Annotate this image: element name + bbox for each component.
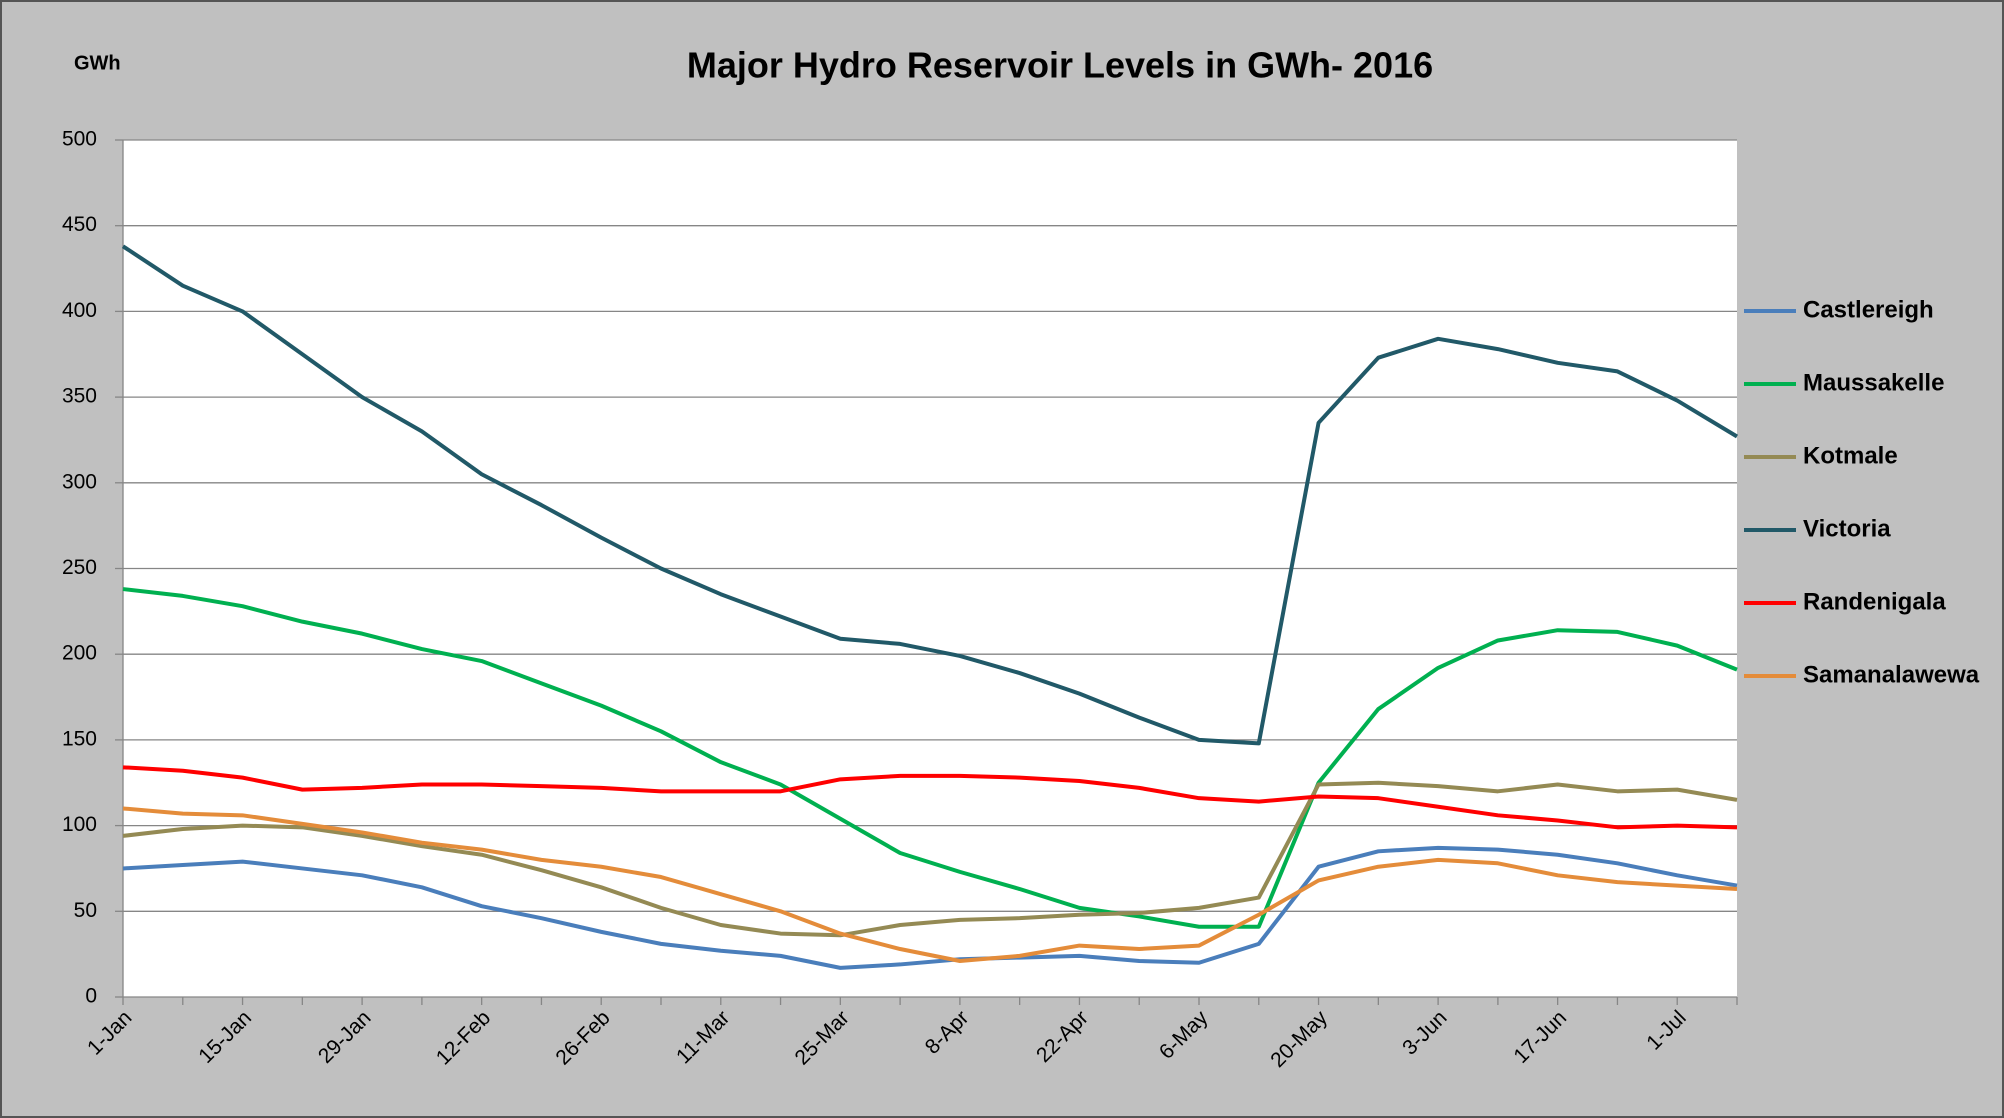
y-tick-label: 400: [62, 299, 97, 322]
series-line: [122, 587, 1738, 929]
legend-label: Victoria: [1803, 515, 1891, 542]
series-line: [122, 845, 1738, 970]
legend-label: Samanalawewa: [1803, 661, 1980, 688]
y-tick-label: 50: [74, 899, 97, 922]
y-tick-label: 350: [62, 385, 97, 408]
series-line: [122, 765, 1738, 830]
y-tick-label: 200: [62, 642, 97, 665]
series-line: [121, 244, 1739, 746]
y-tick-label: 100: [62, 813, 97, 836]
legend-label: Randenigala: [1803, 588, 1946, 615]
legend-label: Castlereigh: [1803, 296, 1934, 323]
series-line: [122, 806, 1738, 964]
chart-title: Major Hydro Reservoir Levels in GWh- 201…: [687, 45, 1433, 86]
y-tick-label: 150: [62, 727, 97, 750]
y-axis-label: GWh: [74, 52, 121, 74]
y-tick-label: 450: [62, 213, 97, 236]
legend-label: Maussakelle: [1803, 369, 1944, 396]
y-tick-label: 0: [85, 985, 97, 1008]
series-line: [122, 780, 1738, 938]
y-tick-label: 250: [62, 556, 97, 579]
y-tick-label: 300: [62, 470, 97, 493]
y-tick-label: 500: [62, 128, 97, 151]
legend-label: Kotmale: [1803, 442, 1898, 469]
